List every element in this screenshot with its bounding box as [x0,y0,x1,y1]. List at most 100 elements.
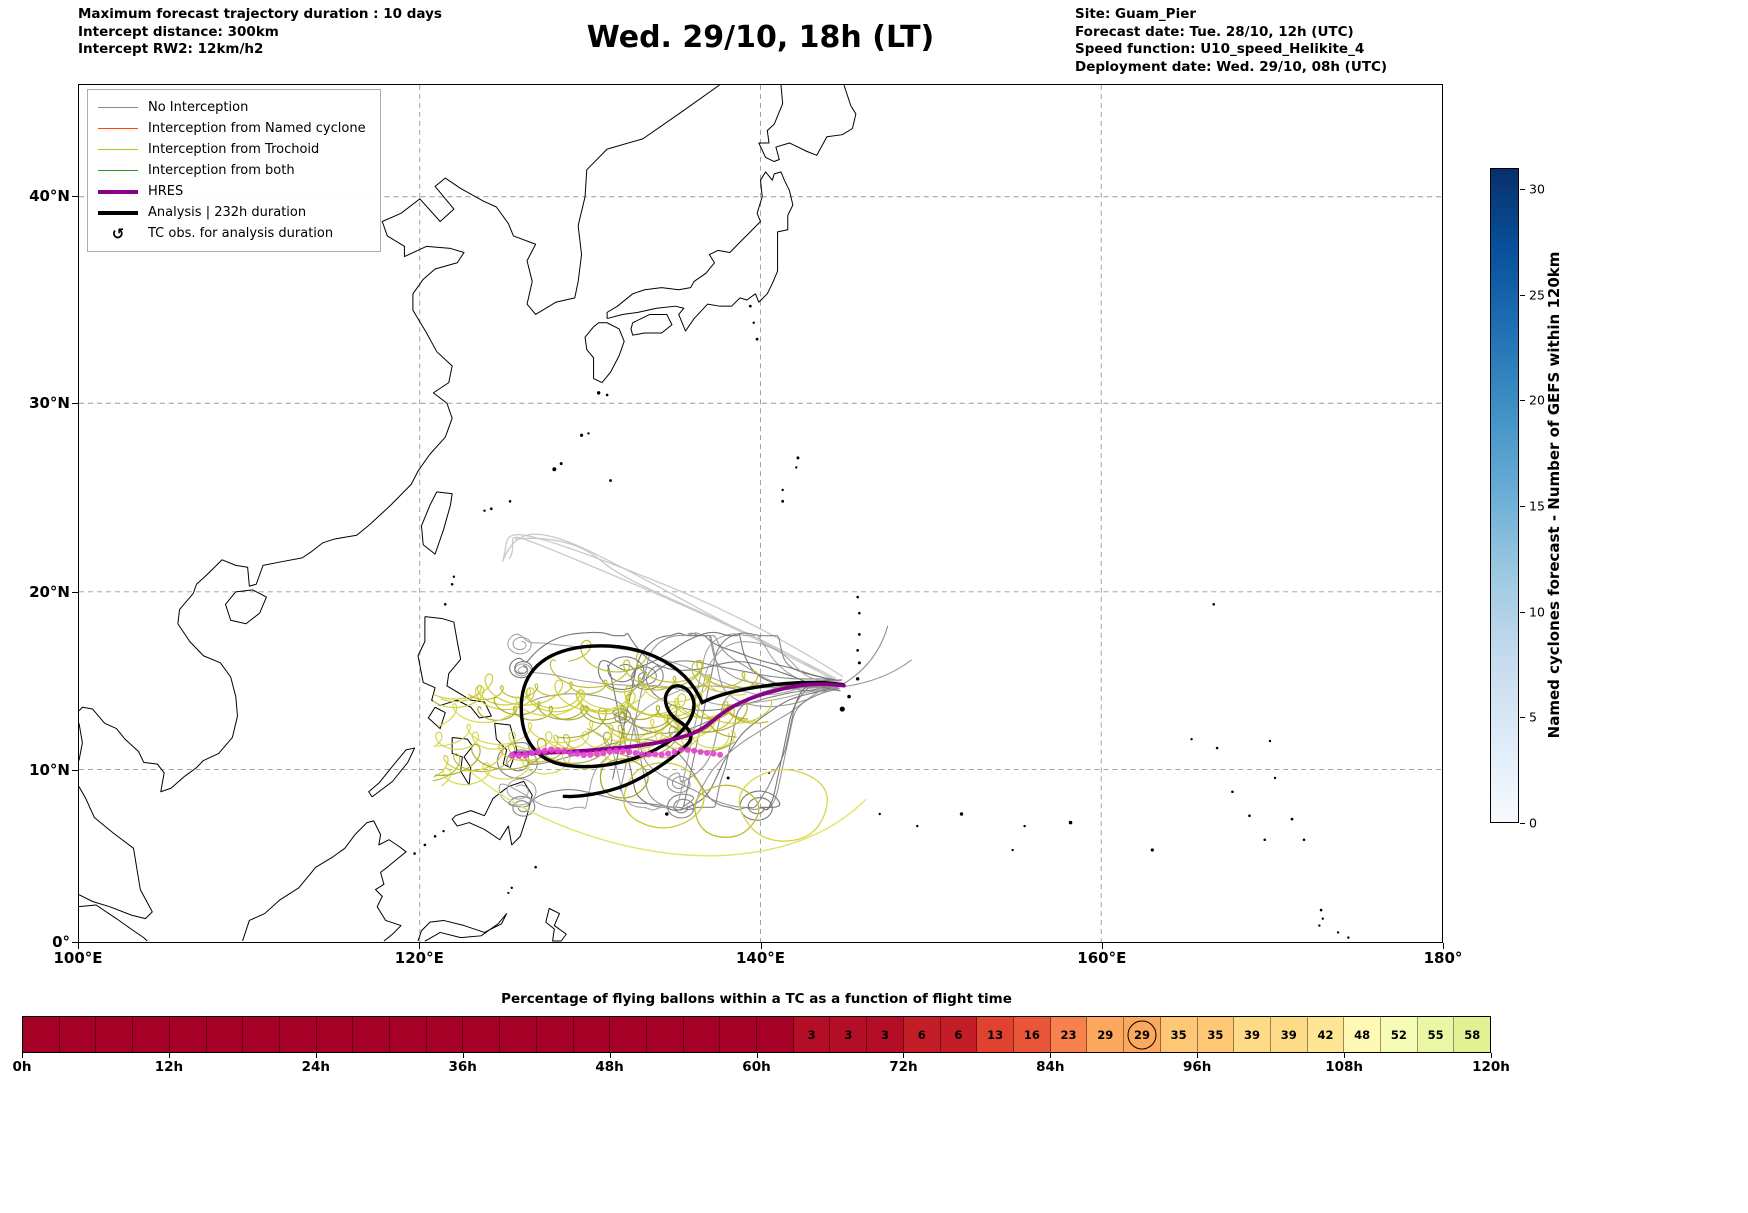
strip-cell-value: 23 [1060,1027,1077,1042]
strip-cell-value: 35 [1207,1027,1224,1042]
strip-cell: 39 [1234,1017,1271,1052]
strip-cell: 39 [1270,1017,1308,1052]
hour-tick-label: 12h [154,1059,184,1075]
run-info-line: Deployment date: Wed. 29/10, 08h (UTC) [1075,58,1388,75]
trajectory-analysis [519,644,845,799]
run-info-line: Speed function: U10_speed_Helikite_4 [1075,41,1365,57]
hour-tick-mark [1197,1053,1199,1058]
legend-label: Interception from Trochoid [148,142,320,157]
figure-title: Wed. 29/10, 18h (LT) [586,20,935,55]
strip-cell: 3 [867,1017,904,1052]
legend-item: Interception from Named cyclone [98,118,366,139]
colorbar-tick-mark [1520,189,1525,191]
x-tick-mark [760,943,762,949]
strip-cell [133,1017,170,1052]
strip-cell: 29 [1087,1017,1125,1052]
strip-cell [243,1017,280,1052]
legend-label: Analysis | 232h duration [148,205,307,220]
x-tick-label: 100°E [53,949,103,967]
strip-cell [279,1017,317,1052]
map-legend: No Interception Interception from Named c… [87,89,381,252]
legend-line-icon [98,149,138,150]
legend-line-icon [98,189,138,194]
y-tick-mark [72,592,78,593]
legend-label: Interception from both [148,163,295,178]
colorbar-tick-label: 20 [1529,392,1545,408]
y-tick-label: 30°N [29,394,70,412]
strip-cell [96,1017,134,1052]
strip-cell-value: 3 [844,1027,853,1042]
y-tick-label: 0° [52,933,70,951]
param-line: Intercept distance: 300km [78,23,279,40]
hour-tick-label: 84h [1036,1059,1065,1075]
strip-cell [573,1017,611,1052]
hour-tick-label: 0h [12,1059,32,1075]
strip-cell [463,1017,501,1052]
bottom-chart-title: Percentage of flying ballons within a TC… [501,991,1012,1007]
strip-cell-value: 42 [1317,1027,1334,1042]
strip-cell: 35 [1160,1017,1198,1052]
strip-cell-value: 39 [1244,1027,1261,1042]
colorbar [1490,168,1519,823]
strip-cell: 52 [1381,1017,1418,1052]
colorbar-tick-mark [1520,294,1525,296]
legend-item: No Interception [98,97,366,118]
strip-cell-value: 48 [1354,1027,1371,1042]
hour-tick-label: 108h [1325,1059,1363,1075]
x-tick-label: 140°E [735,949,786,967]
strip-cell [59,1017,97,1052]
strip-cell [646,1017,684,1052]
legend-item: Analysis | 232h duration [98,202,366,223]
strip-cell-value: 55 [1427,1027,1444,1042]
run-info-line: Site: Guam_Pier [1075,6,1197,22]
strip-cell [23,1017,60,1052]
strip-cell: 29 [1124,1017,1161,1052]
strip-cell-value: 3 [881,1027,890,1042]
colorbar-tick-mark [1520,400,1525,402]
x-tick-mark [78,943,79,949]
strip-cell [757,1017,794,1052]
colorbar-tick-mark [1520,611,1525,613]
hour-tick-mark [1344,1053,1346,1058]
strip-cell: 58 [1454,1017,1491,1052]
strip-cell-value: 3 [807,1027,816,1042]
strip-cell-value: 29 [1097,1027,1114,1042]
strip-cell: 42 [1307,1017,1345,1052]
hour-tick-mark [1050,1053,1052,1058]
strip-cell: 48 [1344,1017,1382,1052]
y-tick-mark [72,403,78,404]
legend-item: HRES [98,181,366,202]
run-info-line: Forecast date: Tue. 28/10, 12h (UTC) [1075,23,1354,40]
hour-tick-mark [903,1053,905,1058]
strip-cell-value: 35 [1170,1027,1187,1042]
param-line: Maximum forecast trajectory duration : 1… [78,6,442,22]
run-info-block: Site: Guam_Pier Forecast date: Tue. 28/1… [1075,6,1387,76]
legend-line-icon [98,210,138,215]
strip-cell: 6 [940,1017,978,1052]
x-tick-mark [1443,943,1444,949]
x-tick-label: 120°E [394,949,444,967]
strip-cell-value: 13 [987,1027,1004,1042]
hour-tick-mark [168,1053,170,1058]
hour-tick-label: 48h [595,1059,624,1075]
strip-cell: 13 [977,1017,1014,1052]
island-dots [413,304,1350,939]
hour-tick-label: 72h [889,1059,918,1075]
map-canvas [79,85,1442,942]
strip-cell [316,1017,354,1052]
hour-tick-mark [315,1053,317,1058]
strip-cell [390,1017,427,1052]
x-tick-label: 180° [1423,949,1463,967]
hour-tick-label: 24h [301,1059,330,1075]
strip-cell-value: 52 [1390,1027,1407,1042]
strip-cell: 3 [793,1017,831,1052]
y-tick-label: 10°N [29,761,70,779]
y-tick-label: 20°N [29,583,70,601]
percentage-strip: 3 3 3 6 6 13 16 23 29 29 35 35 39 39 42 48 52 55 58 [22,1016,1491,1053]
colorbar-tick-mark [1520,506,1525,508]
strip-cell: 3 [830,1017,868,1052]
map-plot: No Interception Interception from Named c… [78,84,1443,943]
colorbar-tick-label: 0 [1529,815,1537,831]
strip-cell: 6 [903,1017,941,1052]
